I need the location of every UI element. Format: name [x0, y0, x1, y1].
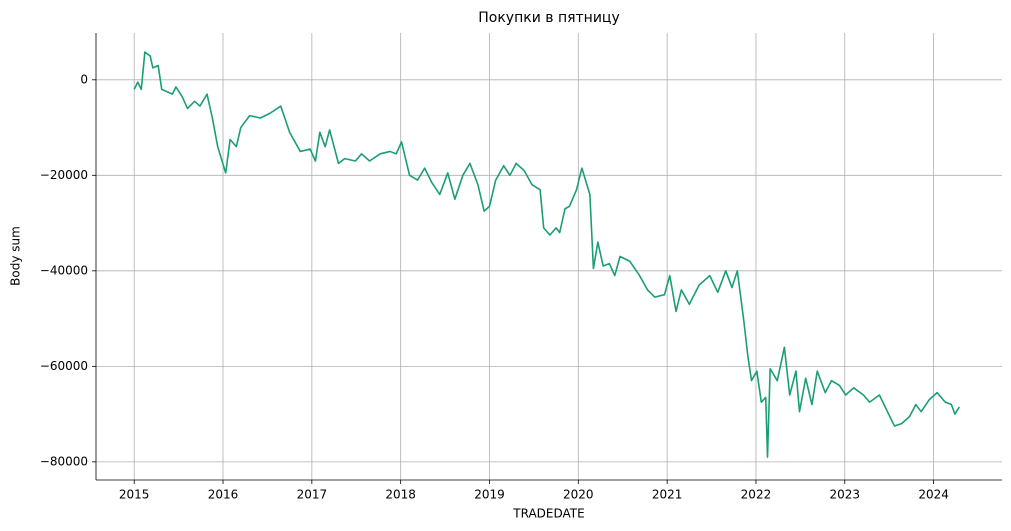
x-tick-label: 2015 [119, 488, 150, 502]
x-tick-label: 2021 [652, 488, 683, 502]
y-axis-label: Body sum [9, 226, 23, 286]
x-tick-label: 2017 [297, 488, 328, 502]
data-line [133, 51, 961, 458]
y-tick-label: −80000 [40, 454, 88, 468]
x-tick-label: 2020 [563, 488, 594, 502]
y-tick-label: 0 [80, 72, 88, 86]
x-axis-label: TRADEDATE [512, 507, 584, 521]
x-tick-label: 2024 [918, 488, 949, 502]
x-tick-label: 2018 [385, 488, 416, 502]
x-tick-label: 2019 [474, 488, 505, 502]
x-tick-label: 2016 [208, 488, 239, 502]
y-tick-label: −60000 [40, 359, 88, 373]
y-tick-label: −40000 [40, 263, 88, 277]
x-tick-label: 2023 [830, 488, 861, 502]
chart-title: Покупки в пятницу [478, 10, 620, 26]
y-tick-label: −20000 [40, 168, 88, 182]
x-tick-label: 2022 [741, 488, 772, 502]
